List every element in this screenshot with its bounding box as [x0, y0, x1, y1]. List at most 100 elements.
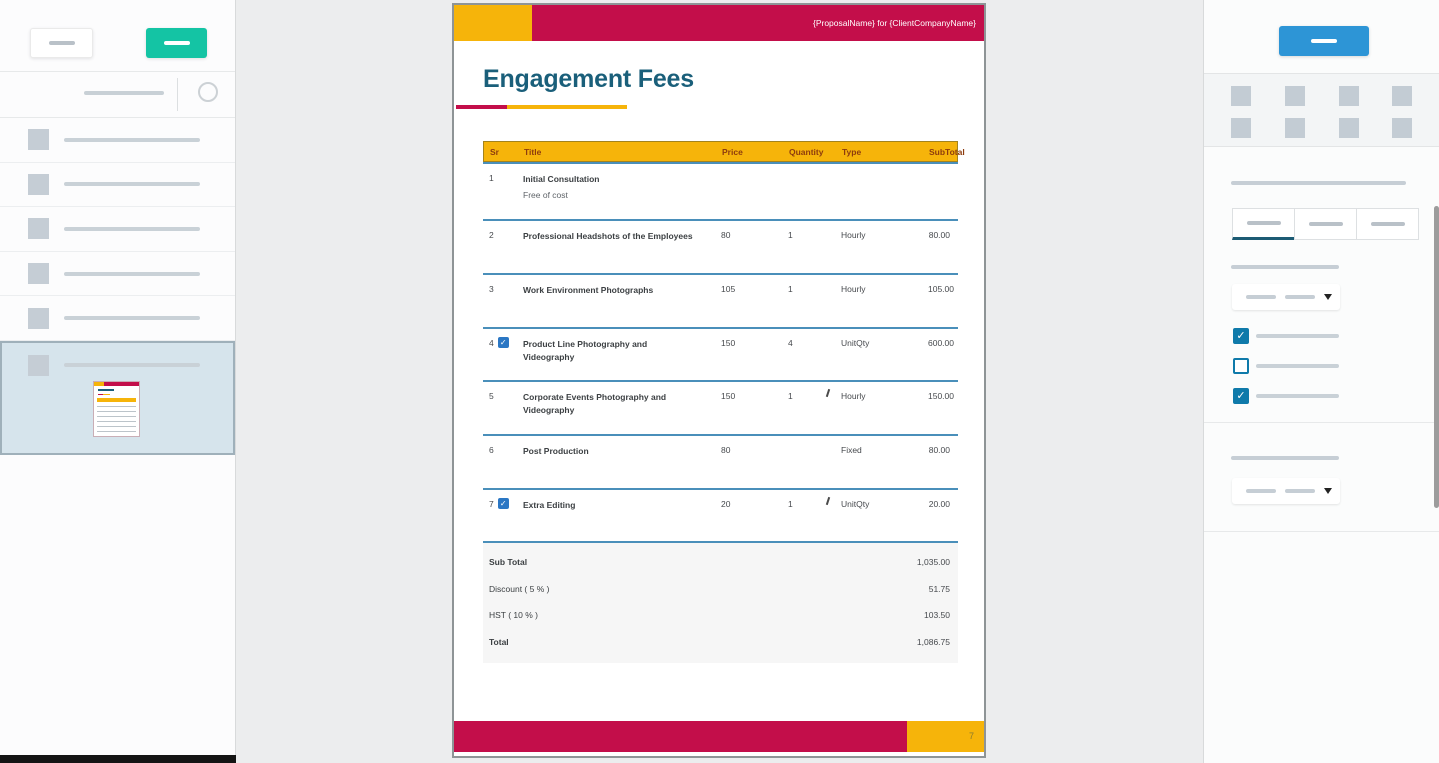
- row-title: Initial Consultation: [523, 174, 600, 184]
- document-page[interactable]: {ProposalName} for {ClientCompanyName} E…: [452, 3, 986, 758]
- fee-row-4[interactable]: 4 Product Line Photography and Videograp…: [483, 327, 958, 380]
- option-label-placeholder: [1256, 334, 1339, 338]
- section-heading-placeholder: [1231, 181, 1406, 185]
- fee-row-3[interactable]: 3 Work Environment Photographs 105 1 Hou…: [483, 273, 958, 327]
- summary-tax: HST ( 10 % ) 103.50: [489, 610, 950, 621]
- divider: [177, 78, 178, 111]
- settings-tabs: [1232, 208, 1419, 240]
- toolbar-icon-placeholder[interactable]: [1392, 118, 1412, 138]
- tab-label-placeholder: [1370, 222, 1405, 226]
- page-thumbnail[interactable]: [93, 380, 140, 437]
- row-price: 80: [721, 230, 731, 240]
- toolbar-icon-placeholder[interactable]: [1339, 118, 1359, 138]
- page-list-item-4[interactable]: [0, 252, 235, 297]
- row-subtotal: [928, 173, 950, 219]
- fee-row-5[interactable]: 5 Corporate Events Photography and Video…: [483, 380, 958, 434]
- footer-crimson-bar: [454, 721, 907, 752]
- checkbox-checked-icon[interactable]: [1233, 328, 1249, 344]
- row-sr: 4: [489, 338, 494, 348]
- row-title: Professional Headshots of the Employees: [523, 231, 693, 241]
- field-label-placeholder: [1231, 265, 1339, 269]
- row-type: UnitQty: [841, 338, 870, 348]
- button-label-placeholder: [163, 41, 190, 45]
- option-label-placeholder: [1256, 364, 1339, 368]
- row-type: Fixed: [841, 445, 862, 455]
- row-price: 20: [721, 499, 731, 509]
- primary-blue-button[interactable]: [1279, 26, 1369, 56]
- fee-table[interactable]: Sr Title Price Quantity Type SubTotal 1 …: [483, 141, 965, 663]
- row-description: Free of cost: [523, 189, 568, 200]
- toolbar-icon-grid: [1204, 73, 1439, 147]
- page-list-item-2[interactable]: [0, 163, 235, 208]
- toolbar-icon-placeholder[interactable]: [1285, 86, 1305, 106]
- avatar-circle[interactable]: [198, 82, 218, 102]
- tab-2[interactable]: [1294, 208, 1357, 240]
- fee-row-6[interactable]: 6 Post Production 80 Fixed 80.00: [483, 434, 958, 488]
- header-variable-text: {ProposalName} for {ClientCompanyName}: [812, 18, 976, 28]
- toolbar-icon-placeholder[interactable]: [1231, 86, 1251, 106]
- fee-summary: Sub Total 1,035.00 Discount ( 5 % ) 51.75 …: [483, 541, 958, 663]
- left-sidebar: [0, 0, 236, 763]
- primary-teal-button[interactable]: [146, 28, 207, 58]
- secondary-button[interactable]: [30, 28, 93, 58]
- row-subtotal: 150.00: [928, 391, 954, 401]
- page-list-item-3[interactable]: [0, 207, 235, 252]
- toolbar-icon-placeholder[interactable]: [1339, 86, 1359, 106]
- row-subtotal: 600.00: [928, 338, 954, 348]
- summary-total: Total 1,086.75: [489, 636, 950, 647]
- row-quantity: [788, 445, 841, 488]
- row-quantity: 1: [788, 284, 793, 294]
- page-label-placeholder: [64, 316, 200, 321]
- toolbar-icon-placeholder[interactable]: [1231, 118, 1251, 138]
- option-row-2: [1233, 358, 1339, 374]
- row-price: 80: [721, 445, 731, 455]
- page-title[interactable]: Engagement Fees: [483, 65, 694, 93]
- row-title: Extra Editing: [523, 500, 576, 510]
- row-sr: 2: [489, 230, 494, 240]
- checkbox-unchecked-icon[interactable]: [1233, 358, 1249, 374]
- row-subtotal: 80.00: [928, 230, 950, 240]
- option-label-placeholder: [1256, 394, 1339, 398]
- page-header-band: {ProposalName} for {ClientCompanyName}: [454, 5, 984, 41]
- button-label-placeholder: [48, 41, 75, 45]
- tab-3[interactable]: [1356, 208, 1419, 240]
- page-icon-placeholder: [28, 173, 49, 195]
- search-input-placeholder[interactable]: [84, 91, 164, 95]
- tab-1-active[interactable]: [1232, 208, 1295, 240]
- page-icon-placeholder: [28, 354, 49, 376]
- right-sidebar: [1203, 0, 1439, 763]
- row-quantity: [788, 173, 841, 219]
- row-subtotal: 105.00: [928, 284, 954, 294]
- left-toolbar: [0, 0, 235, 72]
- sidebar-search-row: [0, 72, 235, 118]
- fee-row-7[interactable]: 7 Extra Editing 20 1 UnitQty 20.00: [483, 488, 958, 541]
- row-title: Product Line Photography and Videography: [523, 339, 648, 362]
- page-icon-placeholder: [28, 263, 49, 285]
- toolbar-icon-placeholder[interactable]: [1285, 118, 1305, 138]
- row-price: 150: [721, 391, 736, 401]
- page-list-item-1[interactable]: [0, 118, 235, 163]
- toolbar-icon-placeholder[interactable]: [1392, 86, 1412, 106]
- fee-row-1[interactable]: 1 Initial Consultation Free of cost: [483, 162, 958, 219]
- row-type: Hourly: [841, 230, 866, 240]
- fee-row-2[interactable]: 2 Professional Headshots of the Employee…: [483, 219, 958, 273]
- divider: [1204, 531, 1439, 532]
- row-checkbox-checked-icon[interactable]: [497, 337, 509, 348]
- scrollbar-thumb[interactable]: [1434, 206, 1439, 508]
- col-title: Title: [524, 146, 542, 157]
- row-quantity: 1: [788, 391, 793, 401]
- page-list-item-selected[interactable]: [0, 340, 235, 455]
- option-row-3: [1233, 388, 1339, 404]
- summary-discount: Discount ( 5 % ) 51.75: [489, 583, 950, 594]
- dropdown-2[interactable]: [1232, 478, 1340, 504]
- page-label-placeholder: [64, 271, 200, 276]
- dropdown-1[interactable]: [1232, 284, 1340, 310]
- row-checkbox-checked-icon[interactable]: [497, 498, 509, 509]
- checkbox-checked-icon[interactable]: [1233, 388, 1249, 404]
- col-type: Type: [842, 146, 862, 157]
- row-quantity: 1: [788, 230, 793, 240]
- row-price: 150: [721, 338, 736, 348]
- option-row-1: [1233, 328, 1339, 344]
- page-list-item-5[interactable]: [0, 296, 235, 341]
- row-sr: 7: [489, 499, 494, 509]
